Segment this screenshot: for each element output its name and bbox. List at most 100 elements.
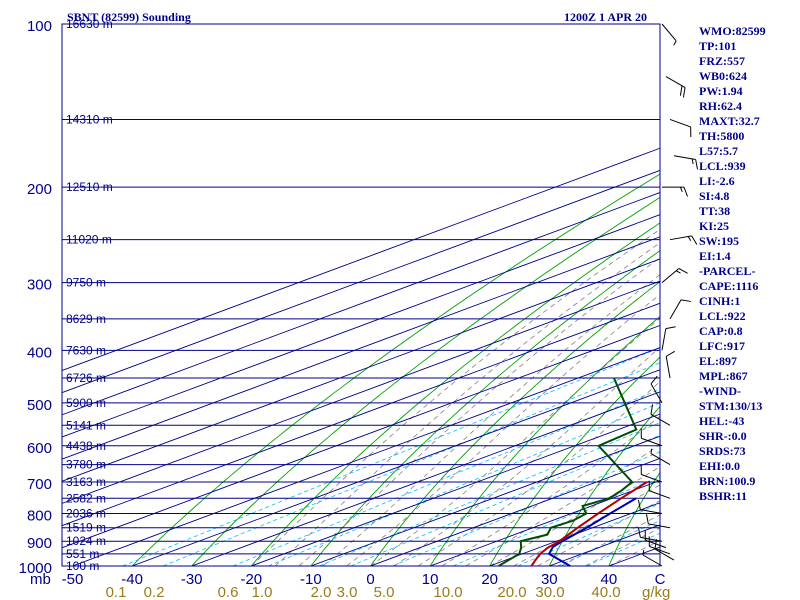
stat-item: TH:5800 bbox=[699, 129, 745, 143]
wind-barb-shaft bbox=[641, 437, 663, 447]
stat-item: KI:25 bbox=[699, 219, 729, 233]
mixing-ratio-line bbox=[557, 520, 660, 566]
temperature-tick-label: -10 bbox=[300, 571, 322, 588]
isotherm-line bbox=[62, 258, 660, 482]
temperature-tick-label: -20 bbox=[240, 571, 262, 588]
stat-item: MPL:867 bbox=[699, 369, 748, 383]
parcel-trace bbox=[547, 497, 637, 567]
pressure-unit-label: mb bbox=[30, 571, 51, 588]
height-label: 2582 m bbox=[66, 491, 106, 505]
grid-layer bbox=[61, 23, 800, 567]
stat-item: CINH:1 bbox=[699, 294, 741, 308]
wind-barb-flag bbox=[665, 326, 676, 330]
wind-barb-shaft bbox=[649, 545, 671, 555]
wind-barb-shaft bbox=[661, 268, 680, 283]
dry-adiabat-line bbox=[788, 24, 800, 566]
height-label: 4438 m bbox=[66, 439, 106, 453]
wind-barb bbox=[645, 514, 671, 529]
pressure-label: 300 bbox=[27, 277, 52, 294]
pressure-label: 500 bbox=[27, 397, 52, 414]
wind-barb-flag bbox=[691, 235, 698, 245]
stats-panel: WMO:82599 TP:101 FRZ:557 WB0:624 PW:1.94 RH:6… bbox=[699, 24, 766, 504]
stat-item: STM:130/13 bbox=[699, 399, 763, 413]
stat-item: FRZ:557 bbox=[699, 54, 745, 68]
stat-item: CAPE:1116 bbox=[699, 279, 759, 293]
height-label: 1024 m bbox=[66, 534, 106, 548]
wind-barb bbox=[669, 118, 692, 137]
valid-time: 1200Z 1 APR 20 bbox=[564, 10, 648, 24]
wind-barb-shaft bbox=[669, 235, 692, 241]
mixing-ratio-label: 40.0 bbox=[591, 584, 620, 600]
height-label: 11020 m bbox=[66, 233, 112, 247]
wind-barb bbox=[650, 404, 671, 426]
wind-barb bbox=[673, 155, 699, 170]
stat-item: MAXT:32.7 bbox=[699, 114, 760, 128]
mixing-ratio-label: 5.0 bbox=[374, 584, 395, 600]
height-label: 6726 m bbox=[66, 371, 106, 385]
isotherm-line bbox=[72, 347, 660, 566]
wind-barb-shaft bbox=[650, 453, 671, 466]
stat-item: EHI:0.0 bbox=[699, 459, 741, 473]
wind-barb-flag bbox=[650, 448, 653, 454]
temperature-tick-label: 40 bbox=[601, 571, 618, 588]
wind-barb bbox=[661, 268, 688, 283]
stat-item: EI:1.4 bbox=[699, 249, 731, 263]
wind-barb-flag bbox=[682, 87, 686, 98]
wind-barb-flag bbox=[687, 236, 692, 242]
height-label: 16630 m bbox=[66, 17, 113, 31]
pressure-label: 700 bbox=[27, 476, 52, 493]
wind-barb-flag bbox=[679, 85, 683, 96]
wind-barb-shaft bbox=[669, 118, 691, 128]
wind-barb bbox=[640, 464, 663, 483]
height-label: 9750 m bbox=[66, 276, 106, 290]
mixing-ratio-label: 0.2 bbox=[144, 584, 165, 600]
wind-barb-flag bbox=[691, 158, 694, 164]
wind-barb-flag bbox=[650, 375, 658, 385]
wind-barb-shaft bbox=[661, 328, 667, 351]
stat-item: BSHR:11 bbox=[699, 489, 748, 503]
pressure-label: 1000 bbox=[19, 560, 52, 577]
temperature-tick-label: 30 bbox=[541, 571, 558, 588]
wind-barb bbox=[650, 375, 663, 404]
wind-barb-shaft bbox=[650, 413, 671, 426]
stat-item: SHR-:0.0 bbox=[699, 429, 747, 443]
stat-item: SRDS:73 bbox=[699, 444, 746, 458]
wind-barb-flag bbox=[678, 268, 688, 274]
wind-barbs-layer bbox=[637, 23, 699, 567]
wind-barb-shaft bbox=[665, 356, 671, 379]
height-label: 12510 m bbox=[66, 180, 113, 194]
isotherm-line bbox=[251, 413, 660, 566]
wind-barb bbox=[650, 448, 671, 466]
wind-barb bbox=[637, 527, 663, 542]
wind-barb bbox=[669, 299, 691, 320]
mixing-ratio-label: 0.6 bbox=[218, 584, 239, 600]
pressure-label: 200 bbox=[27, 181, 52, 198]
stat-item: PW:1.94 bbox=[699, 84, 743, 98]
mixing-ratio-label: 10.0 bbox=[433, 584, 462, 600]
wind-barb-flag bbox=[675, 270, 681, 274]
wind-barb-flag bbox=[650, 404, 654, 415]
stat-item: -PARCEL- bbox=[699, 264, 756, 278]
height-label: 551 m bbox=[66, 547, 99, 561]
isotherm-line bbox=[62, 214, 660, 438]
wind-barb bbox=[661, 23, 677, 46]
wind-barb-shaft bbox=[665, 76, 686, 88]
station-title: SBNT (82599) Sounding bbox=[67, 10, 191, 24]
wind-barb-shaft bbox=[654, 548, 675, 561]
stat-item: LFC:917 bbox=[699, 339, 745, 353]
wind-barb bbox=[637, 499, 663, 514]
isotherm-line bbox=[370, 457, 660, 566]
height-label: 8629 m bbox=[66, 312, 106, 326]
wind-barb-flag bbox=[642, 549, 645, 556]
stat-item: HEL:-43 bbox=[699, 414, 745, 428]
stat-item: SW:195 bbox=[699, 234, 740, 248]
temperature-tick-label: -40 bbox=[121, 571, 143, 588]
stat-item: SI:4.8 bbox=[699, 189, 730, 203]
height-label: 14310 m bbox=[66, 112, 113, 126]
moist-adiabat-line bbox=[561, 514, 660, 566]
isotherm-line bbox=[62, 302, 660, 527]
isotherm-line bbox=[62, 280, 660, 504]
pressure-label: 100 bbox=[27, 18, 52, 35]
pressure-label: 900 bbox=[27, 535, 52, 552]
